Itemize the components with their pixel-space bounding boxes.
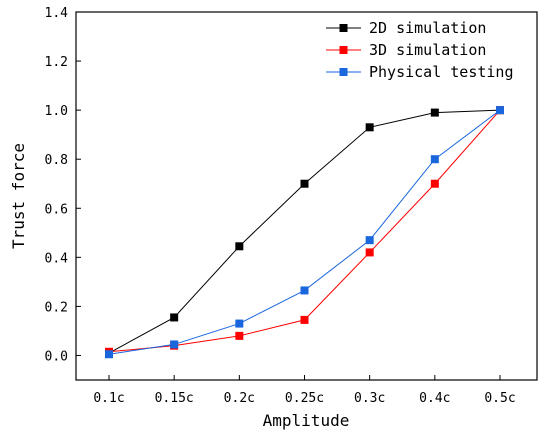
y-tick-label: 1.2 (45, 55, 68, 70)
data-point (235, 331, 244, 340)
y-tick-label: 0.4 (45, 251, 69, 266)
data-point (300, 286, 309, 295)
y-tick-label: 0.6 (45, 202, 68, 217)
legend-label: 2D simulation (369, 19, 486, 37)
legend-label: 3D simulation (369, 41, 486, 59)
data-point (170, 340, 179, 349)
plot-frame (75, 11, 538, 381)
y-tick-label: 1.4 (45, 6, 69, 21)
data-point (430, 155, 439, 164)
data-point (300, 315, 309, 324)
data-point (430, 108, 439, 117)
legend-marker (339, 68, 348, 76)
y-axis: 0.0 0.2 0.4 0.6 0.8 1.0 1.2 1.4 (45, 6, 81, 364)
x-tick-label: 0.4c (419, 391, 450, 406)
legend-marker (339, 46, 348, 54)
series-layer (105, 106, 504, 359)
y-tick-label: 0.0 (45, 349, 68, 364)
legend-marker (339, 24, 348, 32)
y-tick-label: 1.0 (45, 104, 68, 119)
x-tick-label: 0.3c (354, 391, 385, 406)
legend-label: Physical testing (369, 63, 514, 81)
data-point (235, 319, 244, 328)
x-tick-label: 0.2c (224, 391, 255, 406)
y-tick-label: 0.8 (45, 153, 68, 168)
data-point (105, 350, 113, 359)
x-tick-label: 0.25c (285, 391, 324, 406)
x-tick-label: 0.1c (93, 391, 124, 406)
legend: 2D simulation 3D simulation Physical testi… (326, 19, 514, 81)
x-tick-label: 0.5c (484, 391, 515, 406)
data-point (365, 236, 374, 245)
x-axis: 0.1c 0.15c 0.2c 0.25c 0.3c 0.4c 0.5c (93, 375, 516, 406)
data-point (365, 248, 374, 257)
data-point (235, 242, 244, 251)
x-tick-label: 0.15c (155, 391, 194, 406)
data-point (365, 123, 374, 132)
x-axis-title: Amplitude (263, 411, 350, 430)
data-point (430, 179, 439, 188)
data-point (170, 313, 179, 322)
y-axis-title: Trust force (9, 143, 28, 249)
series-line (108, 109, 501, 353)
y-tick-label: 0.2 (45, 300, 68, 315)
data-point (496, 106, 504, 115)
data-point (300, 179, 309, 188)
